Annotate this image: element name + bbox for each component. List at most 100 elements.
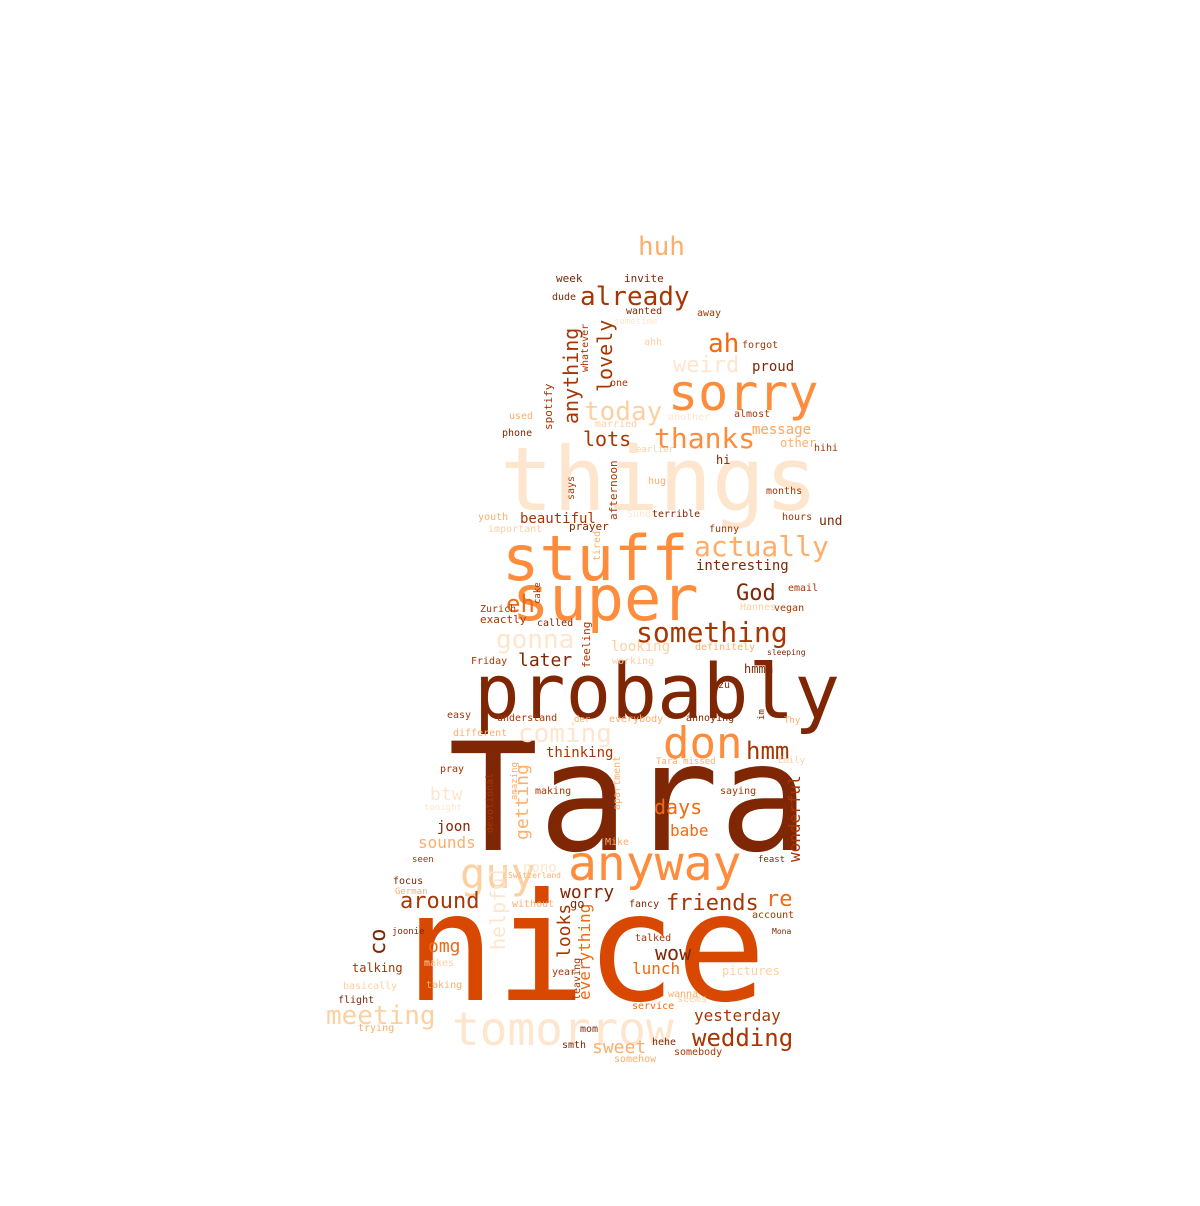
word-hmm: hmm — [746, 737, 789, 765]
word-apartment: apartment — [612, 756, 623, 810]
word-sweet: sweet — [592, 1037, 646, 1058]
word-earlier: earlier — [636, 445, 675, 455]
word-called: called — [537, 618, 573, 629]
word-friday: Friday — [471, 656, 507, 667]
word-im: im — [757, 709, 767, 720]
word-understand: understand — [497, 713, 557, 724]
word-somehow: somehow — [614, 1054, 657, 1065]
word-feeling: feeling — [580, 622, 593, 668]
word-und: und — [819, 514, 842, 529]
word-nice: nice — [405, 862, 766, 1036]
word-forgot: forgot — [742, 340, 778, 351]
word-feast: feast — [758, 855, 785, 865]
word-omg: omg — [428, 936, 461, 957]
word-joonie: joonie — [392, 927, 425, 937]
word-everybody: everybody — [609, 714, 663, 725]
word-super: super — [512, 562, 699, 635]
word-week: week — [556, 272, 583, 285]
word-looks: looks — [554, 904, 575, 958]
word-wonderful: wonderful — [785, 775, 804, 862]
word-sleeping: sleeping — [767, 648, 806, 657]
word-funny: funny — [709, 524, 739, 535]
word-sunday: Sunday — [627, 509, 663, 520]
word-one: one — [610, 378, 628, 389]
word-talking: talking — [352, 961, 403, 975]
word-friends: friends — [666, 891, 759, 916]
word-message: message — [752, 422, 811, 438]
word-days: days — [654, 795, 702, 819]
word-another: another — [668, 412, 710, 423]
word-basically: basically — [343, 981, 397, 992]
word-yesterday: yesterday — [694, 1006, 781, 1025]
word-fancy: fancy — [629, 899, 659, 910]
word-switzerland: Switzerland — [508, 871, 561, 880]
word-wanted: wanted — [626, 306, 662, 317]
word-invite: invite — [624, 272, 664, 285]
word-says: says — [566, 476, 577, 500]
word-ahh: ahh — [644, 337, 662, 348]
word-babe: babe — [670, 821, 709, 840]
word-beautiful: beautiful — [520, 511, 596, 527]
word-almost: almost — [734, 409, 770, 420]
word-pray: pray — [440, 764, 464, 775]
word-proud: proud — [752, 359, 794, 375]
word-whatever: whatever — [580, 324, 591, 372]
word-german: German — [395, 887, 428, 897]
word-probably: probably — [474, 647, 840, 736]
word-tomorrow: tomorrow — [452, 1002, 674, 1056]
word-btw: btw — [430, 784, 463, 805]
word-zu: zu — [718, 680, 730, 691]
word-away: away — [697, 308, 721, 319]
word-sorry: sorry — [668, 364, 819, 422]
word-talked: talked — [635, 933, 671, 944]
word-exactly: exactly — [480, 613, 527, 626]
word-looking: looking — [611, 639, 670, 655]
word-everything: everything — [575, 904, 594, 1000]
word-without: without — [512, 899, 554, 910]
word-go: go — [570, 897, 584, 911]
word-vegan: vegan — [774, 603, 804, 614]
word-worry: worry — [560, 882, 614, 903]
word-other: other — [780, 436, 816, 450]
word-getting: getting — [512, 764, 533, 840]
word-stuff: stuff — [502, 522, 689, 595]
word-service: service — [632, 1001, 674, 1012]
word-wanna: wanna — [668, 989, 698, 1000]
word-spotify: spotify — [542, 383, 555, 430]
word-tired: tired — [592, 531, 603, 561]
word-taking: taking — [426, 980, 462, 991]
word-leaving: leaving — [572, 958, 583, 1000]
word-huh: huh — [638, 232, 685, 262]
word-email: email — [788, 583, 818, 594]
word-something: something — [636, 616, 788, 649]
word-anyway: anyway — [568, 836, 741, 892]
word-lunch: lunch — [632, 959, 680, 978]
word-helpful: helpful — [486, 866, 510, 950]
word-mona: Mona — [772, 927, 791, 936]
word-married: married — [595, 419, 637, 430]
word-hours: hours — [782, 512, 812, 523]
word-der: der — [574, 715, 591, 725]
word-trying: trying — [358, 1023, 394, 1034]
word-tara-missed: Tara missed — [656, 757, 716, 767]
word-thanks: thanks — [654, 422, 755, 455]
word-sometime: sometime — [614, 317, 657, 327]
word-phone: phone — [502, 428, 532, 439]
word-hihi: hihi — [814, 443, 838, 454]
word-seen: seen — [412, 855, 434, 865]
word-hmmm: hmmm — [744, 662, 773, 676]
word-important: important — [488, 524, 542, 535]
word-somebody: somebody — [674, 1047, 722, 1058]
word-devotional: devotional — [485, 773, 496, 833]
word-used: used — [509, 411, 533, 422]
word-afternoon: afternoon — [607, 460, 620, 520]
word-mike: Mike — [605, 837, 629, 848]
word-sounds: sounds — [418, 833, 476, 852]
word-ah: ah — [708, 329, 739, 359]
word-seems: seems — [677, 994, 707, 1005]
word-nono: nono — [523, 860, 557, 876]
word-meeting: meeting — [326, 1001, 436, 1031]
word-message: message — [752, 422, 811, 438]
word-gonna: gonna — [496, 625, 574, 655]
word-already: already — [580, 282, 690, 312]
